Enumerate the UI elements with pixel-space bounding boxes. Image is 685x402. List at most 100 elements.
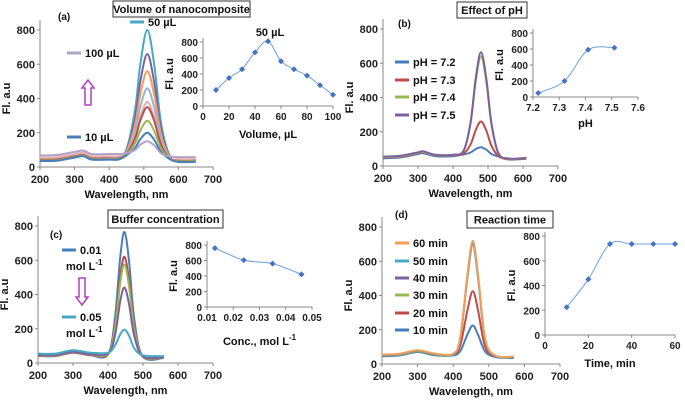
- data-point: [585, 276, 592, 283]
- y-tick-label: 600: [17, 59, 35, 71]
- y-tick-label: 400: [181, 70, 198, 81]
- x-tick-label: 700: [204, 370, 222, 382]
- x-tick-label: 0: [542, 341, 548, 352]
- x-tick-label: 600: [169, 174, 187, 186]
- y-tick-label: 400: [523, 282, 540, 293]
- legend-item: 10 µL: [67, 132, 114, 144]
- y-tick-label: 200: [185, 288, 202, 299]
- inset-x-axis-title-text: Conc., mol L: [223, 336, 289, 348]
- spectrum-line: [37, 255, 165, 361]
- y-tick-label: 400: [185, 272, 202, 283]
- data-point: [240, 257, 247, 264]
- inset-x-axis-title-sup: -1: [289, 333, 297, 342]
- y-tick-label: 600: [511, 45, 528, 56]
- inset-line: [537, 46, 615, 94]
- spectrum-line: [37, 286, 165, 360]
- y-tick-label: 800: [185, 241, 202, 252]
- y-tick-label: 0: [534, 331, 540, 342]
- x-tick-label: 400: [99, 370, 117, 382]
- x-tick-label: 100: [325, 112, 342, 123]
- spectrum-line: [39, 87, 196, 161]
- y-tick-label: 800: [523, 232, 540, 243]
- data-point: [561, 78, 568, 84]
- inset-chart: 0.01 0.02 0.03 0.04 0.05 0 200 400 600 800 Conc., …: [168, 241, 322, 348]
- y-tick-label: 800: [359, 222, 377, 234]
- inset-line: [214, 247, 302, 275]
- inset-x-axis-title: Volume, µL: [239, 129, 297, 141]
- y-tick-label: 800: [15, 221, 33, 233]
- y-tick-label: 400: [17, 94, 35, 106]
- x-tick-label: 500: [134, 370, 152, 382]
- y-tick-label: 200: [511, 77, 528, 88]
- legend-label: 60 min: [413, 238, 448, 250]
- panel-label: (d): [395, 210, 408, 221]
- inset-line: [215, 40, 334, 96]
- x-tick-label: 300: [65, 174, 83, 186]
- y-axis-title: Fl. a.u: [1, 83, 13, 115]
- x-tick-label: 300: [64, 370, 82, 382]
- legend-label: pH = 7.3: [413, 75, 456, 87]
- y-tick-label: 400: [511, 61, 528, 72]
- inset-y-axis-title: Fl. a.u: [164, 58, 176, 90]
- x-tick-label: 700: [551, 371, 569, 383]
- data-point: [291, 66, 297, 73]
- x-tick-label: 600: [515, 371, 533, 383]
- spectrum-line: [39, 140, 196, 159]
- panel-title: Volume of nanocomposite: [113, 4, 250, 16]
- x-tick-label: 7.4: [579, 103, 593, 114]
- legend-label: 0.05: [80, 312, 101, 324]
- data-point: [269, 260, 276, 267]
- panel-label: (a): [58, 12, 70, 23]
- data-point: [304, 72, 310, 79]
- chart-panel-c: 200 300 400 500 600 7000200400600800Wavelengt…: [0, 209, 322, 397]
- panel-label: (b): [398, 19, 411, 30]
- x-tick-label: 0.02: [224, 313, 244, 324]
- x-tick-label: 7.2: [526, 103, 540, 114]
- inset-chart: 7.2 7.3 7.4 7.5 7.6 0 200 400 600 800 pH Fl. a.u: [494, 29, 645, 130]
- legend-label: 10 µL: [85, 132, 114, 144]
- legend-unit: mol L-1: [66, 258, 103, 273]
- legend-label: pH = 7.2: [413, 57, 456, 69]
- legend-item: 20 min: [395, 308, 448, 320]
- x-tick-label: 40: [626, 341, 638, 352]
- legend-item: 50 min: [395, 256, 448, 268]
- inset-y-axis-title: Fl. a.u: [168, 260, 180, 292]
- inset-x-axis-title-text: Volume, µL: [239, 129, 297, 141]
- data-point: [213, 87, 219, 93]
- y-axis-title: Fl. a.u: [344, 82, 356, 114]
- x-tick-label: 400: [444, 173, 462, 185]
- y-tick-label: 800: [17, 25, 35, 37]
- data-point: [330, 91, 336, 98]
- x-tick-label: 500: [480, 371, 498, 383]
- chart-panel-b: 200 300 400 500 600 7000200400600800Wavelengt…: [344, 1, 645, 200]
- peak-annotation: 50 µL: [256, 27, 285, 39]
- y-tick-label: 0: [27, 358, 33, 370]
- panel-title: Effect of pH: [461, 5, 523, 17]
- legend-item: 30 min: [395, 290, 448, 302]
- x-tick-label: 20: [583, 341, 595, 352]
- legend-item: pH = 7.3: [395, 75, 456, 87]
- data-point: [672, 241, 678, 247]
- y-tick-label: 600: [15, 255, 33, 267]
- y-tick-label: 0: [192, 102, 198, 113]
- y-tick-label: 200: [359, 325, 377, 337]
- arrow-up-icon: [80, 78, 96, 106]
- data-point: [317, 82, 323, 89]
- inset-x-axis-title-text: Time, min: [584, 358, 635, 370]
- x-tick-label: 400: [100, 174, 118, 186]
- x-tick-label: 500: [479, 173, 497, 185]
- legend-item: 100 µL: [67, 48, 120, 60]
- x-tick-label: 200: [374, 173, 392, 185]
- y-tick-label: 800: [181, 38, 198, 49]
- inset-y-axis-title: Fl. a.u: [506, 270, 518, 302]
- y-tick-label: 0: [372, 161, 378, 173]
- legend-unit-sup: -1: [95, 258, 103, 267]
- legend-unit-text: mol L: [66, 261, 96, 273]
- inset-y-axis-title: Fl. a.u: [494, 49, 506, 81]
- x-tick-label: 80: [301, 112, 313, 123]
- x-tick-label: 300: [409, 173, 427, 185]
- x-tick-label: 0.01: [197, 313, 217, 324]
- inset-x-axis-title: pH: [578, 118, 593, 130]
